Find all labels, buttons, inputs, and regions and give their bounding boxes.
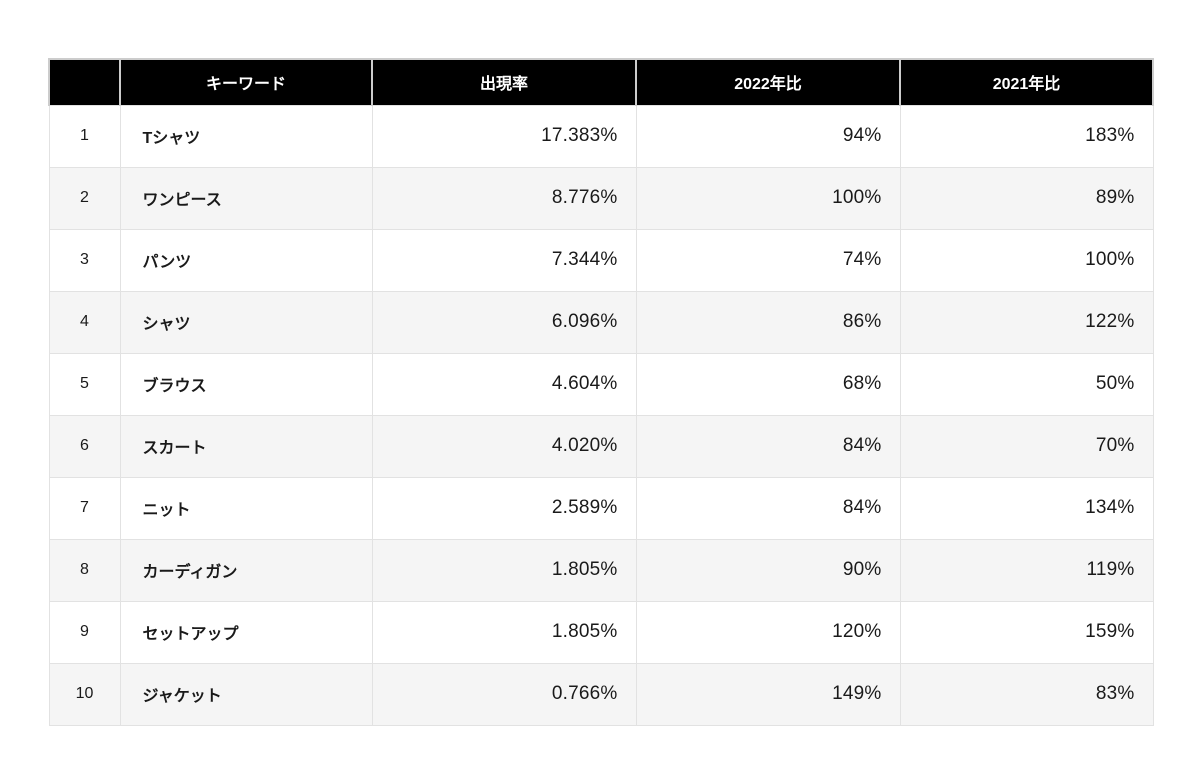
keyword-cell: パンツ bbox=[119, 228, 373, 292]
vs2021-cell: 122% bbox=[899, 290, 1154, 354]
rate-cell: 7.344% bbox=[371, 228, 637, 292]
vs2021-cell: 134% bbox=[899, 476, 1154, 540]
vs2021-cell: 100% bbox=[899, 228, 1154, 292]
rank-cell: 10 bbox=[48, 662, 121, 726]
keyword-cell: シャツ bbox=[119, 290, 373, 354]
vs2021-cell: 119% bbox=[899, 538, 1154, 602]
header-rate: 出現率 bbox=[371, 58, 637, 105]
vs2022-cell: 84% bbox=[635, 414, 901, 478]
rank-cell: 8 bbox=[48, 538, 121, 602]
vs2022-cell: 74% bbox=[635, 228, 901, 292]
keyword-cell: Tシャツ bbox=[119, 104, 373, 168]
rank-cell: 4 bbox=[48, 290, 121, 354]
rate-cell: 6.096% bbox=[371, 290, 637, 354]
header-row: キーワード 出現率 2022年比 2021年比 bbox=[48, 58, 1154, 105]
table-row: 8 カーディガン 1.805% 90% 119% bbox=[48, 538, 1154, 602]
rank-cell: 5 bbox=[48, 352, 121, 416]
rank-cell: 2 bbox=[48, 166, 121, 230]
vs2021-cell: 159% bbox=[899, 600, 1154, 664]
keyword-ranking-table: キーワード 出現率 2022年比 2021年比 1 Tシャツ 17.383% 9… bbox=[48, 58, 1154, 726]
table-row: 1 Tシャツ 17.383% 94% 183% bbox=[48, 104, 1154, 168]
rate-cell: 2.589% bbox=[371, 476, 637, 540]
header-rank bbox=[48, 58, 121, 105]
table-row: 9 セットアップ 1.805% 120% 159% bbox=[48, 600, 1154, 664]
rank-cell: 1 bbox=[48, 104, 121, 168]
table-row: 3 パンツ 7.344% 74% 100% bbox=[48, 228, 1154, 292]
keyword-cell: ワンピース bbox=[119, 166, 373, 230]
table-row: 6 スカート 4.020% 84% 70% bbox=[48, 414, 1154, 478]
rank-cell: 7 bbox=[48, 476, 121, 540]
vs2021-cell: 89% bbox=[899, 166, 1154, 230]
rate-cell: 17.383% bbox=[371, 104, 637, 168]
rank-cell: 9 bbox=[48, 600, 121, 664]
rate-cell: 0.766% bbox=[371, 662, 637, 726]
table-row: 4 シャツ 6.096% 86% 122% bbox=[48, 290, 1154, 354]
table-row: 5 ブラウス 4.604% 68% 50% bbox=[48, 352, 1154, 416]
table-row: 10 ジャケット 0.766% 149% 83% bbox=[48, 662, 1154, 726]
rate-cell: 1.805% bbox=[371, 600, 637, 664]
rank-cell: 6 bbox=[48, 414, 121, 478]
vs2022-cell: 68% bbox=[635, 352, 901, 416]
vs2022-cell: 100% bbox=[635, 166, 901, 230]
keyword-cell: セットアップ bbox=[119, 600, 373, 664]
vs2021-cell: 183% bbox=[899, 104, 1154, 168]
keyword-cell: ニット bbox=[119, 476, 373, 540]
vs2022-cell: 149% bbox=[635, 662, 901, 726]
table-row: 2 ワンピース 8.776% 100% 89% bbox=[48, 166, 1154, 230]
rate-cell: 1.805% bbox=[371, 538, 637, 602]
vs2021-cell: 83% bbox=[899, 662, 1154, 726]
vs2022-cell: 90% bbox=[635, 538, 901, 602]
keyword-cell: スカート bbox=[119, 414, 373, 478]
header-vs2021: 2021年比 bbox=[899, 58, 1154, 105]
rate-cell: 8.776% bbox=[371, 166, 637, 230]
keyword-cell: ジャケット bbox=[119, 662, 373, 726]
rate-cell: 4.020% bbox=[371, 414, 637, 478]
table-body: 1 Tシャツ 17.383% 94% 183% 2 ワンピース 8.776% 1… bbox=[48, 104, 1154, 726]
rank-cell: 3 bbox=[48, 228, 121, 292]
header-keyword: キーワード bbox=[119, 58, 373, 105]
header-vs2022: 2022年比 bbox=[635, 58, 901, 105]
vs2022-cell: 120% bbox=[635, 600, 901, 664]
vs2022-cell: 84% bbox=[635, 476, 901, 540]
vs2021-cell: 70% bbox=[899, 414, 1154, 478]
vs2022-cell: 94% bbox=[635, 104, 901, 168]
keyword-cell: カーディガン bbox=[119, 538, 373, 602]
vs2022-cell: 86% bbox=[635, 290, 901, 354]
table-row: 7 ニット 2.589% 84% 134% bbox=[48, 476, 1154, 540]
rate-cell: 4.604% bbox=[371, 352, 637, 416]
keyword-cell: ブラウス bbox=[119, 352, 373, 416]
vs2021-cell: 50% bbox=[899, 352, 1154, 416]
